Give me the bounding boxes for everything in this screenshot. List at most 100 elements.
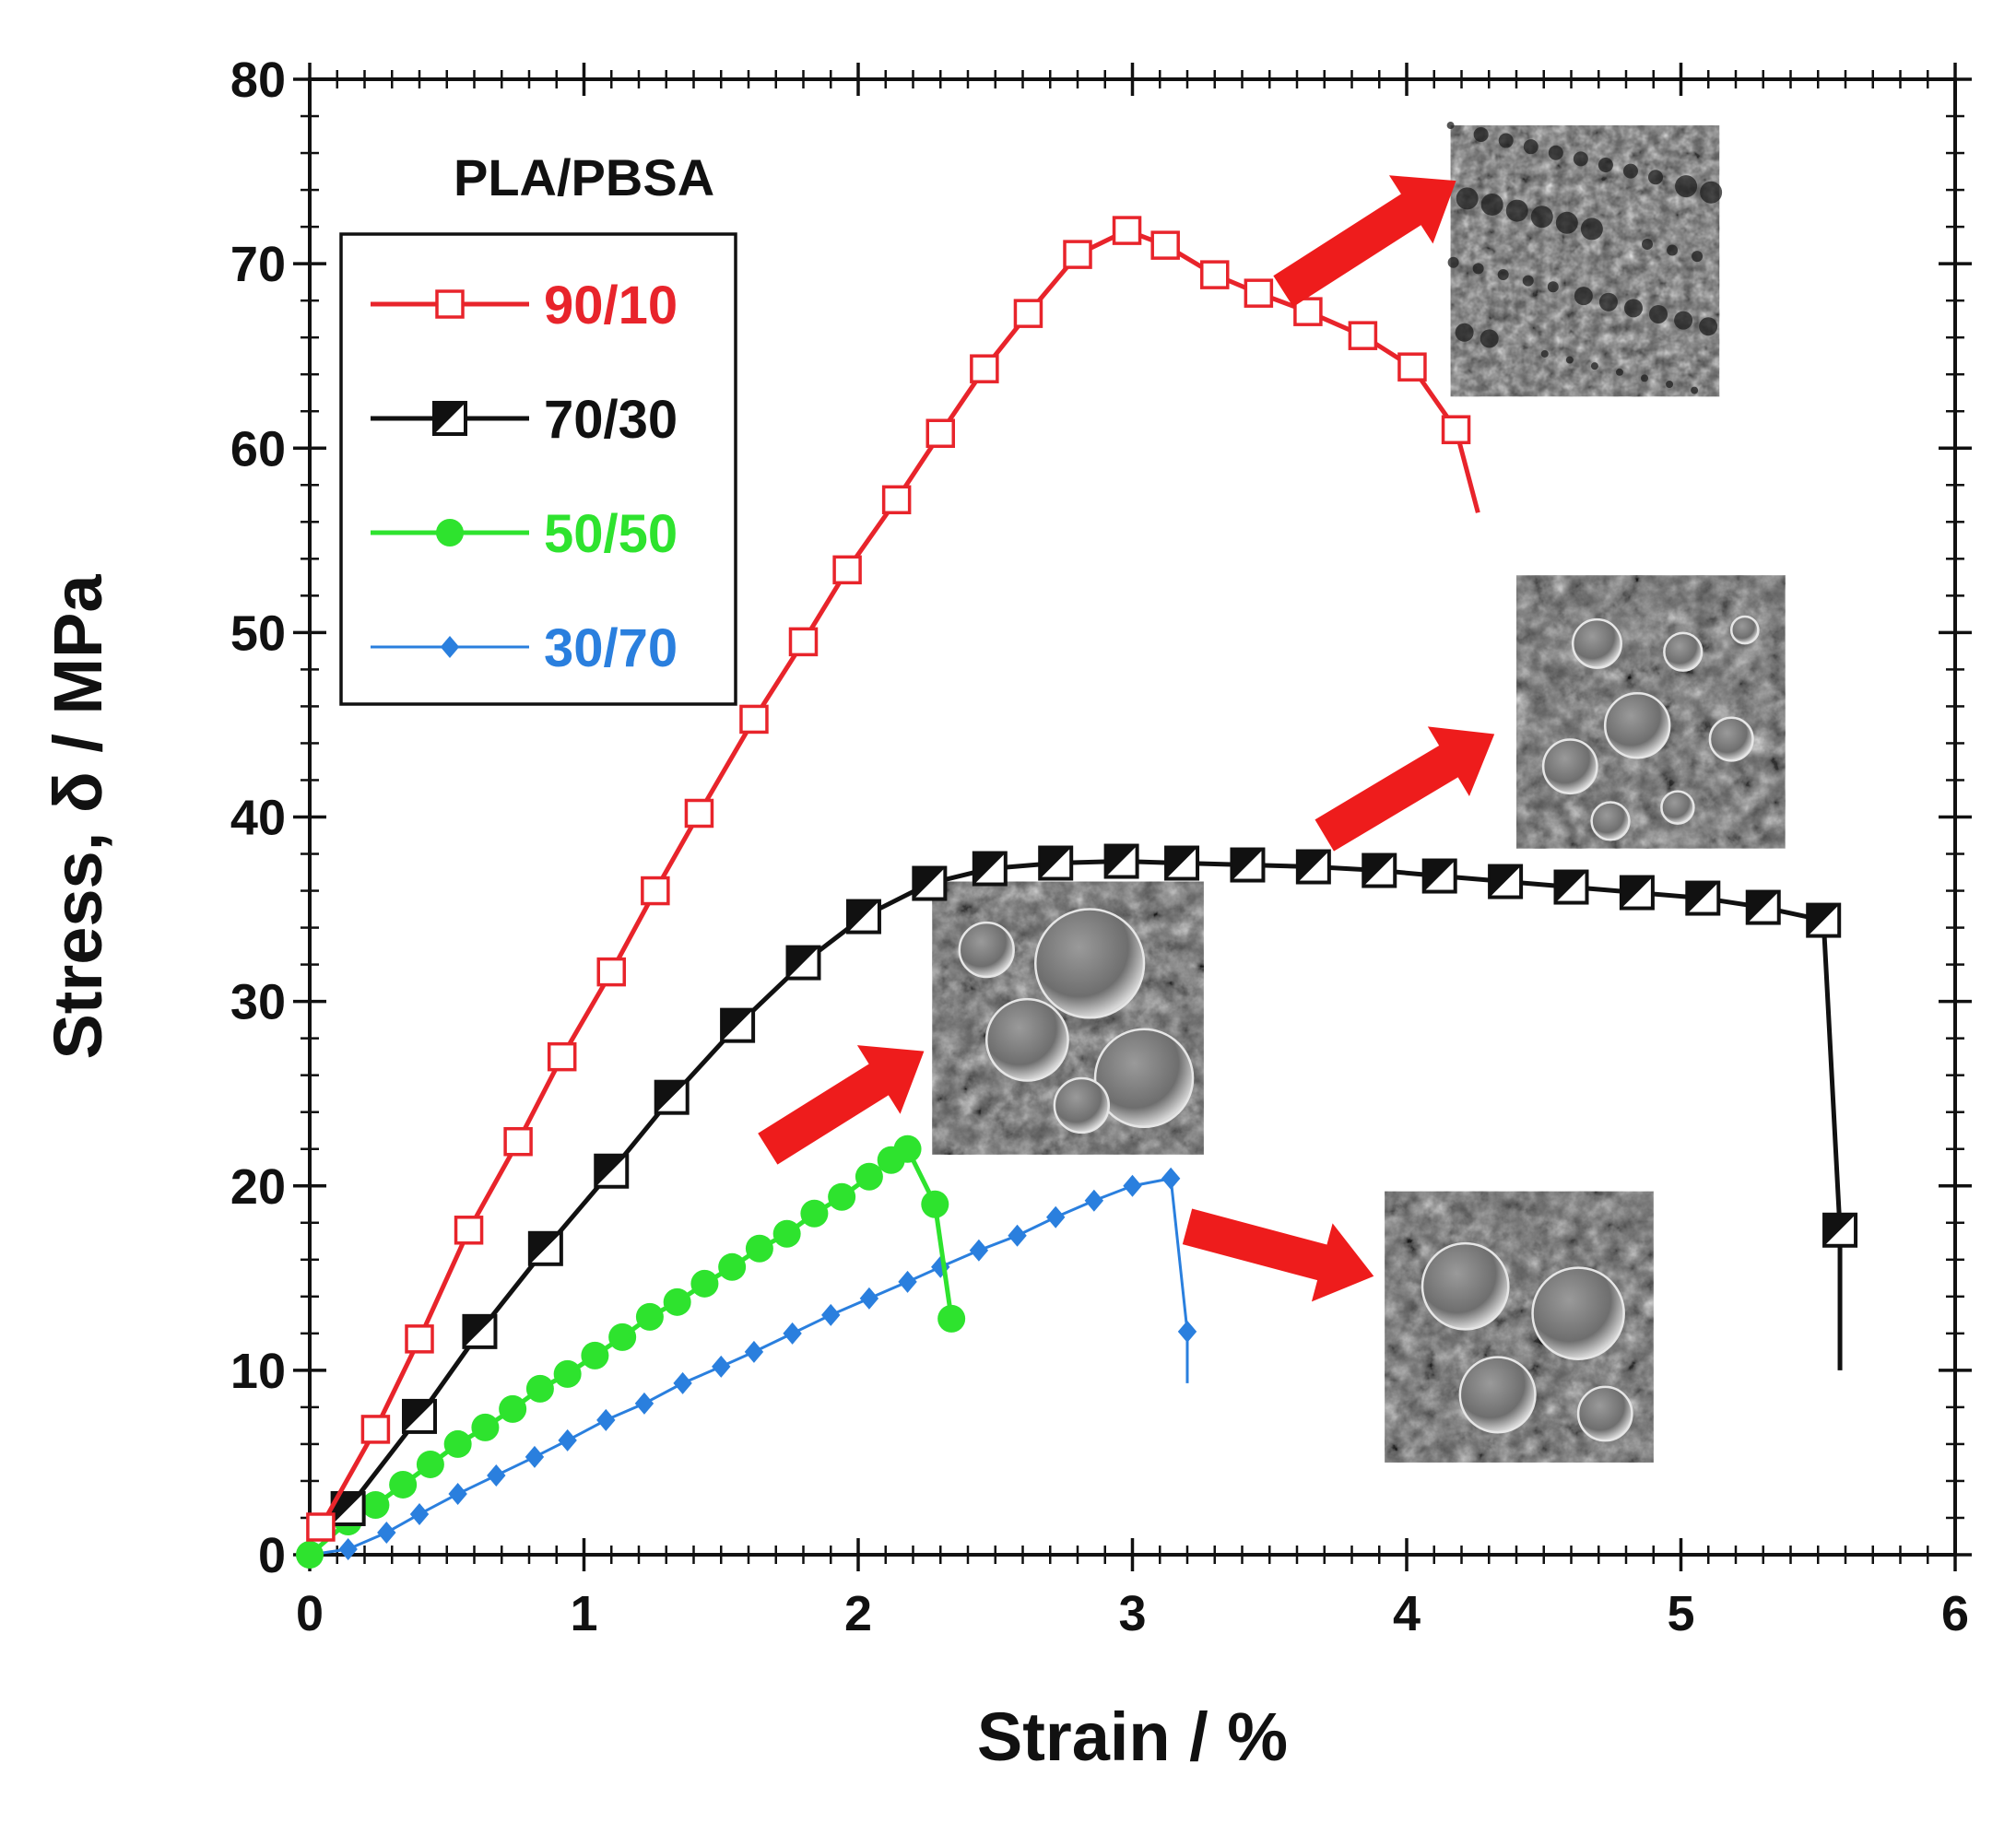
micrograph-pore (1547, 281, 1559, 293)
data-point (1161, 1167, 1181, 1190)
data-point (1488, 864, 1524, 899)
x-tick-label: 4 (1393, 1586, 1421, 1641)
data-point (1397, 352, 1427, 382)
data-point (1013, 299, 1043, 328)
y-tick-label: 50 (230, 605, 286, 661)
micrograph-particle (1458, 1356, 1537, 1434)
legend-entry-70-30: 70/30 (371, 390, 678, 450)
micrograph-pore (1480, 193, 1503, 216)
axis-ticks (293, 63, 1972, 1571)
data-point (416, 1450, 444, 1478)
micrograph-pore (1648, 170, 1664, 185)
micrograph-pore (1522, 275, 1534, 287)
micrograph-pore (1480, 329, 1499, 348)
data-point (1348, 321, 1378, 350)
series-50-50 (296, 1134, 966, 1569)
data-point (296, 1541, 324, 1569)
annotation-arrow (758, 1045, 925, 1165)
data-point (596, 1408, 616, 1431)
data-point (1112, 216, 1142, 245)
data-point (454, 1216, 484, 1245)
data-point (1200, 260, 1230, 289)
micrograph-particle (1663, 631, 1704, 672)
data-point (1822, 1212, 1858, 1248)
data-point (739, 704, 769, 735)
data-point (405, 1324, 434, 1354)
micrograph-pore (1455, 323, 1474, 342)
micrograph-pore (1674, 311, 1693, 330)
legend-label: 90/10 (544, 276, 678, 335)
micrograph-pore (1473, 126, 1489, 142)
micrograph-particle (1093, 1028, 1195, 1129)
x-tick-label: 5 (1667, 1586, 1694, 1641)
data-point (788, 627, 819, 657)
data-point (389, 1470, 418, 1499)
micrograph-pore (1642, 238, 1654, 250)
data-point (471, 1413, 500, 1441)
micrograph-pore (1472, 263, 1484, 275)
series-30-70 (300, 1167, 1197, 1566)
data-point (745, 1234, 773, 1263)
data-point (443, 1429, 472, 1458)
legend-label: 50/50 (544, 504, 678, 564)
data-point (1164, 845, 1200, 881)
data-point (440, 636, 460, 658)
micrograph-pore (1505, 199, 1528, 222)
data-point (1046, 1205, 1066, 1228)
micrograph-pore (1548, 145, 1563, 160)
micrograph-pore (1580, 217, 1603, 241)
micrograph-pore (1675, 175, 1698, 198)
data-point (912, 865, 948, 901)
y-tick-label: 0 (258, 1528, 286, 1583)
data-point (499, 1394, 527, 1423)
annotation-arrow (1273, 175, 1456, 307)
annotation-arrow (1182, 1208, 1374, 1302)
data-point (409, 1502, 430, 1525)
micrograph-particle (1576, 1385, 1633, 1442)
data-point (1293, 297, 1323, 326)
data-point (673, 1371, 692, 1394)
sem-micrograph-70-30 (1516, 575, 1786, 849)
data-point (921, 1190, 949, 1218)
y-tick-label: 40 (230, 791, 286, 846)
sem-images (932, 122, 1786, 1463)
data-point (306, 1512, 336, 1542)
legend-label: 70/30 (544, 390, 678, 450)
micrograph-pore (1623, 299, 1643, 318)
micrograph-pore (1649, 304, 1668, 323)
data-point (1441, 415, 1471, 444)
annotation-arrows (758, 175, 1495, 1302)
micrograph-particle (1660, 790, 1695, 825)
data-point (970, 354, 999, 383)
data-point (1244, 278, 1274, 308)
legend-entries: 90/10 70/30 50/50 30/70 (371, 276, 678, 678)
data-point (744, 1340, 764, 1363)
micrograph-pore (1565, 356, 1574, 364)
data-point (855, 1162, 883, 1191)
annotation-arrow (1315, 726, 1495, 852)
data-point (881, 485, 912, 515)
data-point (969, 1239, 989, 1262)
micrograph-pore (1446, 122, 1455, 130)
data-point (845, 899, 881, 935)
data-point (448, 1482, 467, 1505)
micrograph-particle (1603, 692, 1671, 759)
data-point (1619, 875, 1655, 911)
data-point (1553, 869, 1589, 905)
data-point (800, 1199, 829, 1228)
micrograph-pore (1692, 251, 1704, 263)
micrograph-particle (1053, 1076, 1111, 1134)
micrograph-pore (1523, 139, 1539, 155)
micrograph-particle (1729, 615, 1760, 645)
y-tick-label: 80 (230, 53, 286, 108)
data-point (594, 1153, 630, 1189)
micrograph-pore (1622, 163, 1638, 179)
data-point (1230, 847, 1266, 883)
legend-title: PLA/PBSA (454, 148, 714, 206)
data-point (1806, 902, 1842, 938)
micrograph-particle (984, 997, 1069, 1082)
micrograph-pore (1590, 362, 1598, 370)
data-point (487, 1463, 506, 1487)
